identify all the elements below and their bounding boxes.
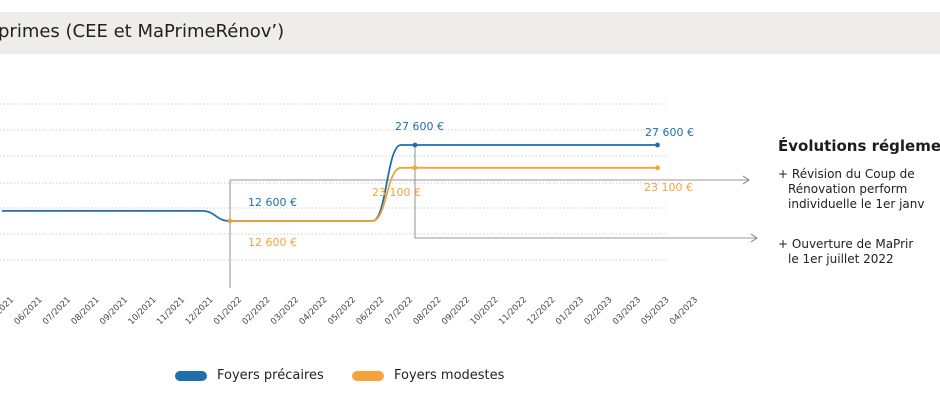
chart-title: primes (CEE et MaPrimeRénov’) (0, 21, 285, 42)
marker-modestes-jul2022 (412, 165, 418, 171)
marker-modestes-apr2023 (655, 165, 660, 171)
x-tick-label-18: 10/2022 (469, 295, 501, 327)
title-bar: primes (CEE et MaPrimeRénov’) (0, 12, 940, 54)
x-tick-label-10: 02/2022 (241, 295, 273, 327)
annotation-arrow-jul2022 (750, 233, 758, 243)
data-label-1: 27 600 € (395, 120, 444, 133)
data-label-6: 23 100 € (644, 181, 693, 194)
side-panel-heading: Évolutions régleme (778, 137, 940, 155)
x-tick-label-8: 12/2021 (184, 295, 216, 327)
x-tick-label-12: 04/2022 (298, 295, 330, 327)
side-item-1-line-1: Révision du Coup de (791, 167, 915, 181)
legend-item-modestes: Foyers modestes (352, 368, 504, 383)
side-item-2-line-1: Ouverture de MaPrir (791, 237, 914, 251)
side-item-1-line-3: individuelle le 1er janv (788, 197, 925, 211)
side-item-1-bullet: + (778, 167, 789, 181)
series-lines (2, 144, 658, 222)
side-item-1-line-2: Rénovation perform (788, 182, 908, 196)
grid-lines (0, 103, 668, 261)
legend-label-modestes: Foyers modestes (394, 368, 505, 383)
data-label-3: 12 600 € (248, 196, 297, 209)
x-tick-label-6: 10/2021 (127, 295, 159, 327)
data-labels: 27 600 € 27 600 € 12 600 € 12 600 € 23 100 €… (248, 120, 694, 249)
marker-modestes-jan2022 (227, 218, 233, 224)
x-tick-label-14: 06/2022 (355, 295, 387, 327)
x-tick-label-21: 01/2023 (554, 295, 586, 327)
x-tick-label-16: 08/2022 (412, 295, 444, 327)
x-tick-label-24: 05/2023 (640, 295, 672, 327)
x-tick-label-15: 07/2022 (383, 295, 415, 327)
legend-item-precaires: Foyers précaires (175, 368, 324, 383)
side-item-2: + Ouverture de MaPrir le 1er juillet 202… (778, 237, 913, 267)
x-tick-label-3: 07/2021 (41, 295, 73, 327)
side-item-2-bullet: + (778, 237, 789, 251)
annotation-lines (229, 145, 758, 288)
data-label-4: 12 600 € (248, 236, 297, 249)
x-tick-label-13: 05/2022 (326, 295, 358, 327)
x-tick-label-7: 11/2021 (155, 295, 187, 327)
x-tick-label-11: 03/2022 (269, 295, 301, 327)
x-tick-labels: 05/202106/202107/202108/202109/202110/20… (0, 295, 700, 327)
legend-swatch-modestes (352, 370, 384, 381)
x-tick-label-9: 01/2022 (212, 295, 244, 327)
x-tick-label-2: 06/2021 (13, 295, 45, 327)
data-label-5: 23 100 € (372, 186, 421, 199)
x-tick-label-5: 09/2021 (98, 295, 130, 327)
x-tick-label-17: 09/2022 (440, 295, 472, 327)
x-tick-label-19: 11/2022 (497, 295, 529, 327)
x-tick-label-23: 03/2023 (611, 295, 643, 327)
data-label-2: 27 600 € (645, 126, 694, 139)
x-tick-label-25: 04/2023 (668, 295, 700, 327)
side-item-2-line-2: le 1er juillet 2022 (788, 252, 894, 266)
marker-precaires-apr2023 (655, 142, 660, 148)
annotation-arrow-jan2022 (742, 175, 750, 185)
marker-precaires-jul2022 (412, 142, 418, 148)
legend-swatch-precaires (175, 370, 207, 381)
x-tick-label-20: 12/2022 (526, 295, 558, 327)
series-line-modestes (230, 166, 658, 222)
x-tick-label-4: 08/2021 (70, 295, 102, 327)
legend-label-precaires: Foyers précaires (217, 368, 324, 383)
markers (227, 142, 660, 224)
x-tick-label-22: 02/2023 (583, 295, 615, 327)
side-item-1: + Révision du Coup de Rénovation perform… (778, 167, 925, 212)
